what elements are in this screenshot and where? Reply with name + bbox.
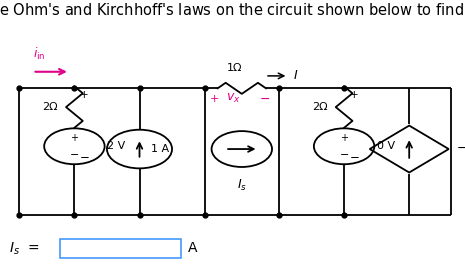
Text: $v_x$: $v_x$ <box>226 91 240 105</box>
Text: +: + <box>340 133 348 143</box>
Text: −: − <box>350 150 359 164</box>
Text: $-2\,v_x$: $-2\,v_x$ <box>456 142 465 156</box>
Text: $i_{\mathrm{in}}$: $i_{\mathrm{in}}$ <box>33 46 45 62</box>
Text: +: + <box>70 133 79 143</box>
Text: 1Ω: 1Ω <box>227 63 243 73</box>
Text: −: − <box>260 93 271 106</box>
Text: 0 V: 0 V <box>377 141 395 151</box>
Text: +: + <box>80 90 89 100</box>
Text: A: A <box>188 242 198 255</box>
Text: $I_s$  =: $I_s$ = <box>9 240 40 257</box>
Text: −: − <box>80 150 90 164</box>
Text: +: + <box>210 94 219 104</box>
Text: +: + <box>350 90 359 100</box>
Text: 2Ω: 2Ω <box>312 102 328 112</box>
Text: $I$: $I$ <box>293 68 299 82</box>
FancyBboxPatch shape <box>60 239 181 258</box>
Text: Use Ohm's and Kirchhoff's laws on the circuit shown below to find $I_s$.: Use Ohm's and Kirchhoff's laws on the ci… <box>0 1 465 20</box>
Text: 2Ω: 2Ω <box>42 102 58 112</box>
Text: −: − <box>70 150 79 160</box>
Text: −: − <box>339 150 349 160</box>
Text: 1 A: 1 A <box>151 144 169 154</box>
Text: 2 V: 2 V <box>107 141 125 151</box>
Text: $I_s$: $I_s$ <box>237 178 247 193</box>
